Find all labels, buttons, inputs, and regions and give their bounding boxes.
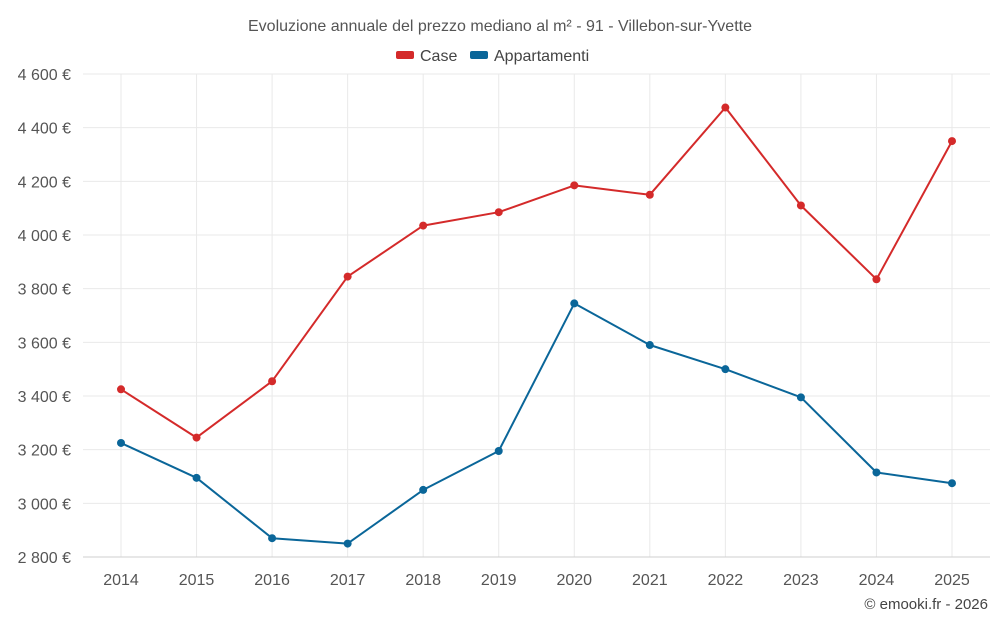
legend-swatch-case — [396, 51, 414, 59]
data-point-appartamenti-2023[interactable] — [796, 393, 805, 402]
x-tick-label: 2025 — [934, 572, 970, 589]
data-point-appartamenti-2020[interactable] — [570, 299, 579, 308]
data-point-case-2017[interactable] — [343, 272, 352, 281]
data-point-case-2022[interactable] — [721, 103, 730, 112]
data-point-case-2015[interactable] — [192, 433, 201, 442]
x-tick-label: 2015 — [179, 572, 215, 589]
y-tick-label: 2 800 € — [18, 550, 71, 567]
legend-item-case[interactable]: Case — [396, 48, 457, 65]
data-point-case-2020[interactable] — [570, 181, 579, 190]
y-tick-label: 3 600 € — [18, 335, 71, 352]
series-case — [117, 103, 956, 442]
data-point-appartamenti-2018[interactable] — [419, 485, 428, 494]
data-point-appartamenti-2015[interactable] — [192, 473, 201, 482]
y-tick-label: 3 400 € — [18, 389, 71, 406]
data-point-appartamenti-2025[interactable] — [948, 479, 956, 488]
series-line-appartamenti — [120, 302, 953, 545]
data-point-case-2024[interactable] — [872, 275, 881, 284]
data-point-appartamenti-2022[interactable] — [721, 365, 730, 374]
legend-label-appartamenti: Appartamenti — [494, 48, 589, 65]
data-point-case-2019[interactable] — [494, 208, 503, 217]
x-tick-label: 2017 — [330, 572, 366, 589]
data-point-case-2018[interactable] — [419, 221, 428, 230]
chart-title: Evoluzione annuale del prezzo mediano al… — [248, 18, 752, 35]
data-point-appartamenti-2019[interactable] — [494, 447, 503, 456]
x-tick-label: 2020 — [556, 572, 592, 589]
x-tick-label: 2014 — [103, 572, 139, 589]
y-tick-label: 3 000 € — [18, 496, 71, 513]
x-tick-label: 2022 — [708, 572, 744, 589]
x-tick-label: 2016 — [254, 572, 290, 589]
data-point-case-2023[interactable] — [796, 201, 805, 210]
axes: 2 800 € 3 000 € 3 200 € 3 400 € 3 600 € 3 800… — [18, 67, 990, 589]
legend-label-case: Case — [420, 48, 457, 65]
y-tick-label: 4 200 € — [18, 174, 71, 191]
x-tick-label: 2021 — [632, 572, 668, 589]
data-point-case-2014[interactable] — [117, 385, 125, 394]
legend-item-appartamenti[interactable]: Appartamenti — [470, 48, 589, 65]
data-point-appartamenti-2021[interactable] — [645, 341, 654, 350]
y-tick-label: 3 200 € — [18, 443, 71, 460]
data-point-appartamenti-2014[interactable] — [117, 438, 125, 447]
data-point-appartamenti-2024[interactable] — [872, 468, 881, 477]
series — [117, 103, 956, 548]
y-tick-label: 4 400 € — [18, 121, 71, 138]
series-appartamenti — [117, 299, 956, 548]
data-point-case-2025[interactable] — [948, 137, 956, 146]
data-point-case-2016[interactable] — [268, 377, 277, 386]
x-tick-label: 2023 — [783, 572, 819, 589]
legend: Case Appartamenti — [396, 48, 589, 65]
gridlines — [83, 73, 990, 557]
data-point-case-2021[interactable] — [645, 190, 654, 199]
data-point-appartamenti-2017[interactable] — [343, 539, 352, 548]
x-tick-label: 2024 — [859, 572, 895, 589]
y-tick-label: 4 000 € — [18, 228, 71, 245]
x-tick-label: 2018 — [405, 572, 441, 589]
legend-swatch-appartamenti — [470, 51, 488, 59]
series-line-case — [120, 106, 953, 439]
x-tick-label: 2019 — [481, 572, 517, 589]
credit-text: © emooki.fr - 2026 — [864, 596, 988, 613]
y-tick-label: 4 600 € — [18, 67, 71, 84]
data-point-appartamenti-2016[interactable] — [268, 534, 277, 543]
y-tick-label: 3 800 € — [18, 282, 71, 299]
